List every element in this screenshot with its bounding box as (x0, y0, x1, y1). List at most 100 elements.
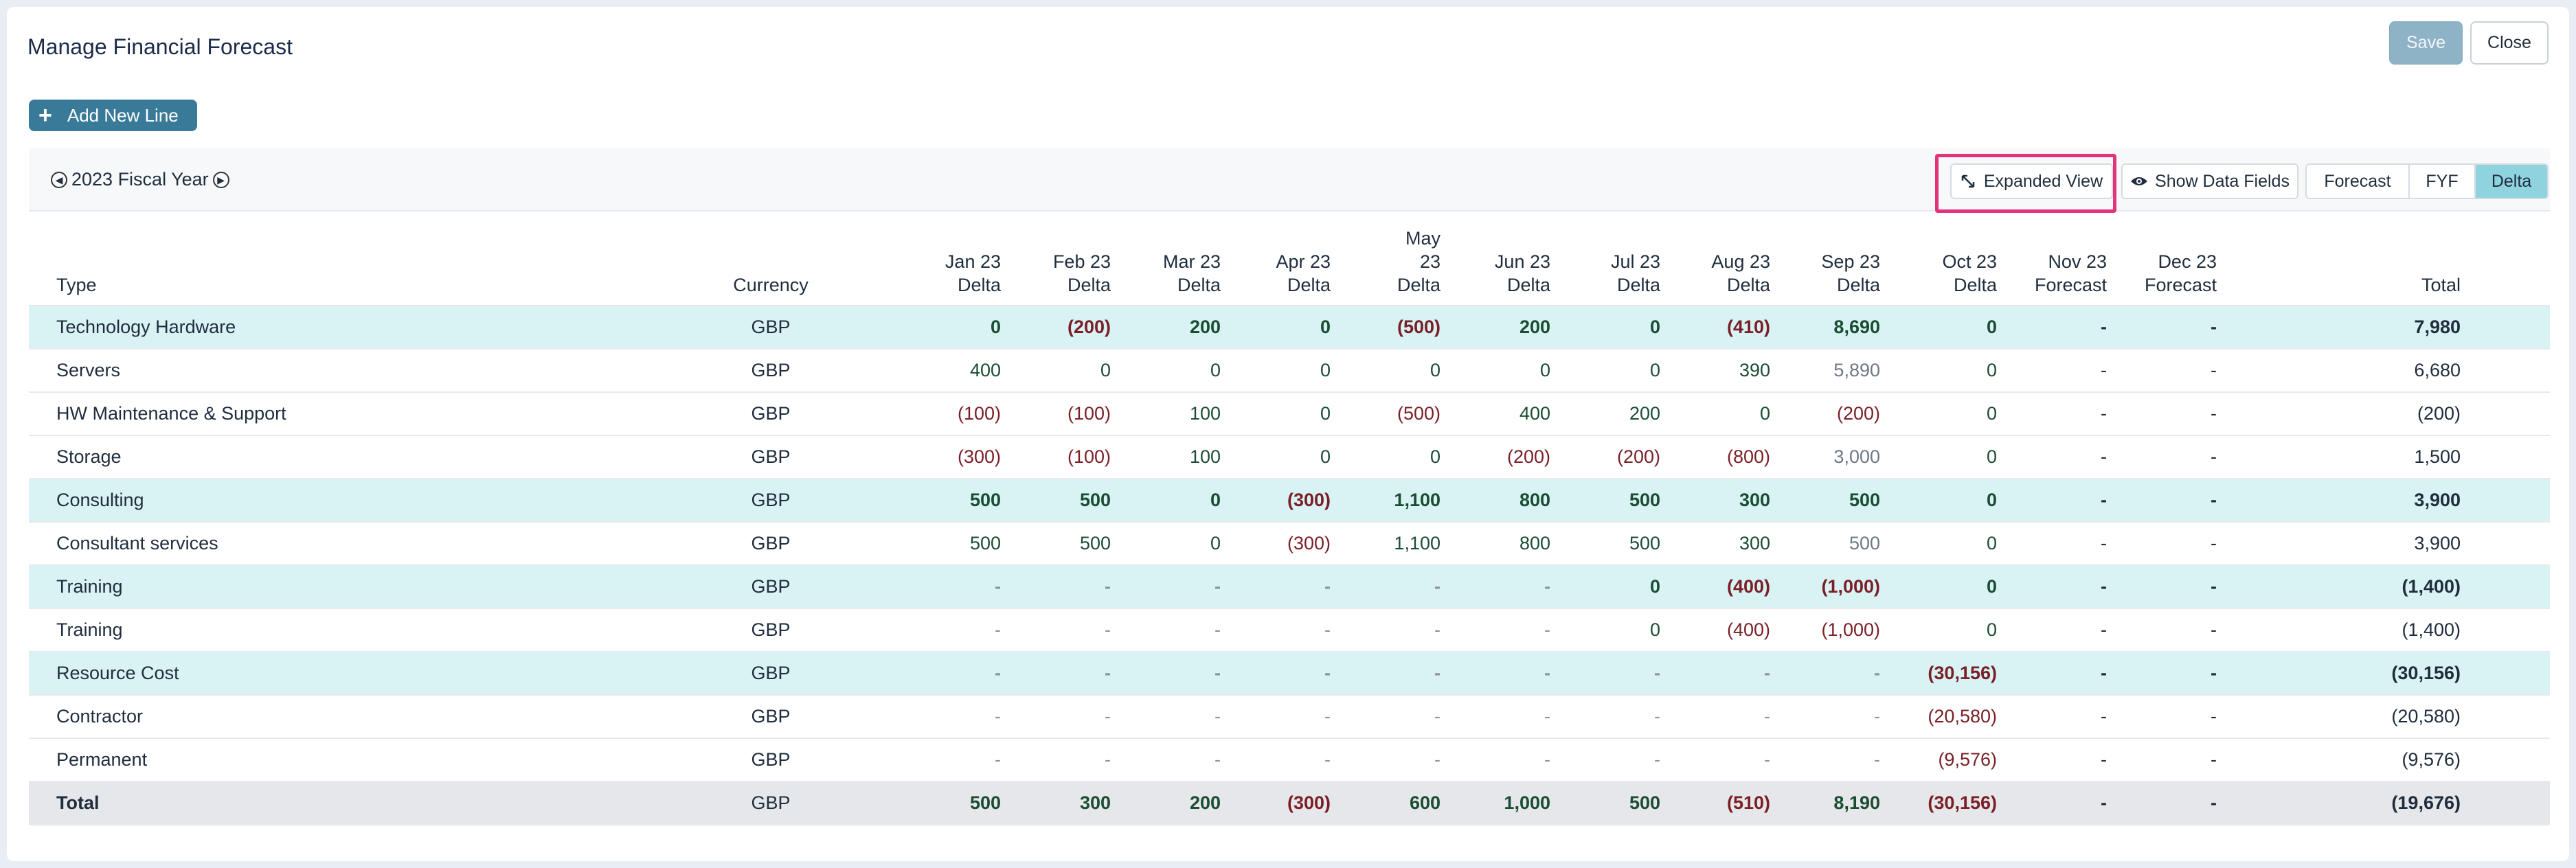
value-cell[interactable]: 0 (1986, 403, 1997, 424)
value-cell[interactable]: 0 (1649, 619, 1660, 640)
value-cell[interactable]: - (2211, 490, 2217, 510)
value-cell[interactable]: (300) (1287, 533, 1331, 553)
value-cell[interactable]: - (1105, 749, 1111, 770)
value-cell[interactable]: 200 (1189, 317, 1221, 337)
value-cell[interactable]: (200) (1067, 317, 1111, 337)
value-cell[interactable]: (200) (1616, 446, 1660, 467)
value-cell[interactable]: - (2211, 533, 2217, 553)
value-cell[interactable]: 100 (1189, 446, 1221, 467)
value-cell[interactable]: 0 (1759, 403, 1770, 424)
value-cell[interactable]: 0 (1649, 317, 1660, 337)
view-toggle-fyf[interactable]: FYF (2410, 165, 2476, 198)
value-cell[interactable]: 500 (969, 792, 1001, 813)
value-cell[interactable]: 0 (1986, 317, 1997, 337)
value-cell[interactable]: - (2211, 749, 2217, 770)
value-cell[interactable]: 400 (1519, 403, 1550, 424)
value-cell[interactable]: - (2101, 360, 2107, 380)
value-cell[interactable]: - (2211, 663, 2217, 683)
value-cell[interactable]: 500 (1849, 490, 1880, 510)
value-cell[interactable]: 3,000 (1833, 446, 1880, 467)
value-cell[interactable]: - (2101, 706, 2107, 727)
value-cell[interactable]: 0 (1649, 576, 1660, 597)
value-cell[interactable]: 0 (1986, 533, 1997, 553)
value-cell[interactable]: - (1544, 663, 1550, 683)
value-cell[interactable]: - (1874, 749, 1880, 770)
value-cell[interactable]: (100) (1067, 446, 1111, 467)
value-cell[interactable]: (800) (1726, 446, 1770, 467)
value-cell[interactable]: 0 (1430, 360, 1440, 380)
value-cell[interactable]: (100) (1067, 403, 1111, 424)
value-cell[interactable]: - (1214, 576, 1221, 597)
value-cell[interactable]: - (1105, 619, 1111, 640)
value-cell[interactable]: 200 (1629, 403, 1660, 424)
save-button[interactable]: Save (2389, 21, 2463, 65)
value-cell[interactable]: - (1214, 663, 1221, 683)
value-cell[interactable]: 0 (1986, 490, 1997, 510)
value-cell[interactable]: 200 (1189, 792, 1221, 813)
value-cell[interactable]: 0 (1430, 446, 1440, 467)
value-cell[interactable]: 800 (1519, 490, 1550, 510)
value-cell[interactable]: - (1105, 576, 1111, 597)
value-cell[interactable]: 0 (990, 317, 1001, 337)
value-cell[interactable]: - (2211, 317, 2217, 337)
value-cell[interactable]: - (1324, 619, 1331, 640)
show-data-fields-button[interactable]: Show Data Fields (2121, 163, 2298, 199)
table-row[interactable]: HW Maintenance & Support GBP (100) (100) 100… (29, 393, 2550, 436)
close-button[interactable]: Close (2470, 21, 2549, 65)
value-cell[interactable]: (100) (957, 403, 1001, 424)
value-cell[interactable]: 100 (1189, 403, 1221, 424)
value-cell[interactable]: - (1654, 706, 1660, 727)
table-row[interactable]: Servers GBP 400 0 0 0 0 0 0 390 5,890 0 - - 6,680 (29, 350, 2550, 393)
table-row[interactable]: Consultant services GBP 500 500 0 (300) 1,100 8… (29, 523, 2550, 566)
value-cell[interactable]: - (1764, 706, 1770, 727)
value-cell[interactable]: - (1324, 576, 1331, 597)
value-cell[interactable]: - (1874, 706, 1880, 727)
value-cell[interactable]: - (1654, 749, 1660, 770)
value-cell[interactable]: - (2211, 706, 2217, 727)
value-cell[interactable]: 1,100 (1394, 533, 1440, 553)
value-cell[interactable]: - (1544, 749, 1550, 770)
table-row[interactable]: Contractor GBP - - - - - - - - - (20,580) - - (20,580) (29, 696, 2550, 739)
value-cell[interactable]: 0 (1986, 446, 1997, 467)
value-cell[interactable]: 500 (1849, 533, 1880, 553)
value-cell[interactable]: (300) (957, 446, 1001, 467)
value-cell[interactable]: 200 (1519, 317, 1550, 337)
value-cell[interactable]: (400) (1726, 576, 1770, 597)
value-cell[interactable]: - (2101, 317, 2107, 337)
value-cell[interactable]: - (1434, 706, 1440, 727)
value-cell[interactable]: 500 (1629, 792, 1660, 813)
value-cell[interactable]: 0 (1320, 317, 1331, 337)
value-cell[interactable]: - (1874, 663, 1880, 683)
value-cell[interactable]: 300 (1079, 792, 1111, 813)
value-cell[interactable]: - (2101, 403, 2107, 424)
value-cell[interactable]: 0 (1210, 360, 1221, 380)
value-cell[interactable]: - (1105, 663, 1111, 683)
value-cell[interactable]: 5,890 (1833, 360, 1880, 380)
value-cell[interactable]: 0 (1986, 619, 1997, 640)
value-cell[interactable]: - (1544, 576, 1550, 597)
value-cell[interactable]: (500) (1397, 317, 1440, 337)
value-cell[interactable]: (500) (1397, 403, 1440, 424)
value-cell[interactable]: 0 (1649, 360, 1660, 380)
value-cell[interactable]: 800 (1519, 533, 1550, 553)
value-cell[interactable]: - (1654, 663, 1660, 683)
value-cell[interactable]: 0 (1539, 360, 1550, 380)
value-cell[interactable]: - (1214, 619, 1221, 640)
value-cell[interactable]: 400 (969, 360, 1001, 380)
value-cell[interactable]: - (1324, 663, 1331, 683)
value-cell[interactable]: 0 (1986, 360, 1997, 380)
value-cell[interactable]: 300 (1739, 490, 1770, 510)
value-cell[interactable]: 8,190 (1833, 792, 1880, 813)
value-cell[interactable]: 0 (1986, 576, 1997, 597)
value-cell[interactable]: - (1434, 749, 1440, 770)
value-cell[interactable]: - (1105, 706, 1111, 727)
value-cell[interactable]: (20,580) (1928, 706, 1997, 727)
value-cell[interactable]: - (2211, 446, 2217, 467)
table-row[interactable]: Training GBP - - - - - - 0 (400) (1,000) 0 - - (1,400) (29, 609, 2550, 652)
chevron-right-icon[interactable]: ▶ (212, 171, 229, 188)
value-cell[interactable]: 500 (1079, 533, 1111, 553)
value-cell[interactable]: 0 (1320, 403, 1331, 424)
value-cell[interactable]: 1,100 (1394, 490, 1440, 510)
value-cell[interactable]: (9,576) (1938, 749, 1997, 770)
value-cell[interactable]: (510) (1726, 792, 1770, 813)
